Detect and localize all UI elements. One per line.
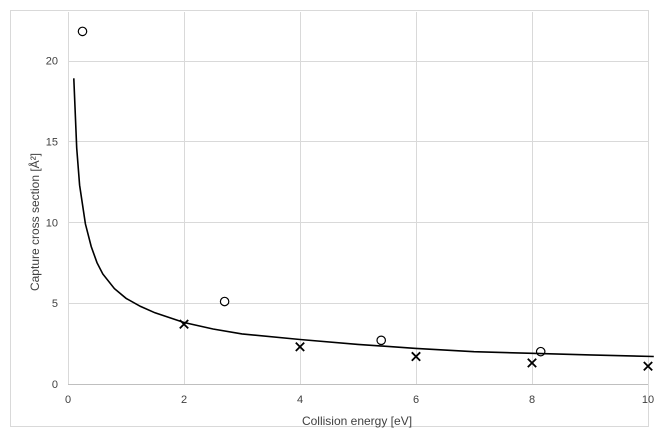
data-series <box>73 26 654 372</box>
x-axis-title: Collision energy [eV] <box>302 414 412 428</box>
x-tick-label: 4 <box>297 394 303 406</box>
cross-stroke <box>179 319 189 329</box>
data-point-cross <box>295 341 305 352</box>
cross-stroke <box>295 341 305 352</box>
y-tick-label: 10 <box>46 217 58 229</box>
x-tick-label: 8 <box>529 394 535 406</box>
x-tick-label: 6 <box>413 394 419 406</box>
data-point-circle <box>219 296 230 307</box>
tick-labels: 0 2 4 6 8 10 0 5 10 15 20 <box>46 56 654 406</box>
y-tick-label: 5 <box>52 298 58 310</box>
cross-stroke <box>411 351 421 362</box>
cross-stroke <box>527 358 537 368</box>
y-tick-label: 20 <box>46 56 58 68</box>
data-point-cross <box>411 351 421 362</box>
fit-curve <box>73 78 654 358</box>
chart-border <box>10 10 649 427</box>
cross-stroke <box>643 361 653 372</box>
data-point-cross <box>527 358 537 368</box>
y-tick-label: 0 <box>52 379 58 391</box>
data-point-cross <box>643 361 653 372</box>
x-tick-label: 10 <box>642 394 654 406</box>
x-tick-label: 2 <box>181 394 187 406</box>
y-axis-title: Capture cross section [Å²] <box>27 153 42 291</box>
data-point-circle <box>376 335 386 346</box>
y-tick-label: 15 <box>46 136 58 148</box>
data-point-circle <box>77 26 88 37</box>
data-point-circle <box>535 346 546 357</box>
x-tick-label: 0 <box>65 394 71 406</box>
grid-lines <box>68 12 649 384</box>
